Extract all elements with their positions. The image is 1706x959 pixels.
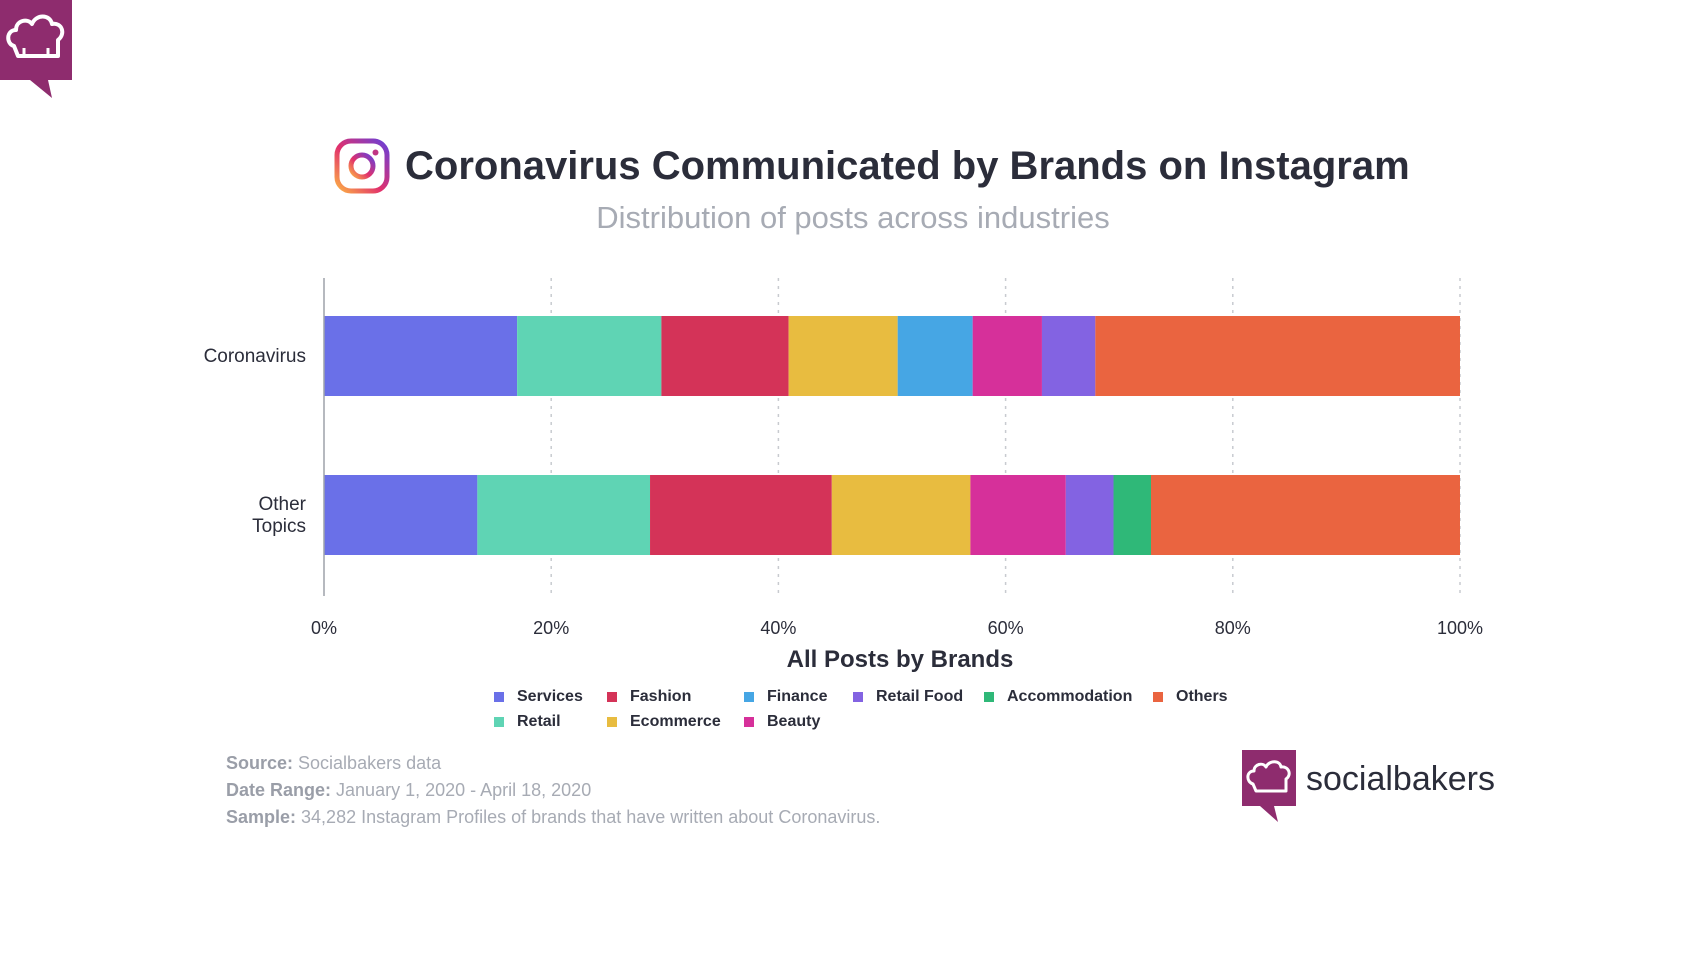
x-tick-label: 40% — [760, 618, 796, 638]
x-tick-label: 80% — [1215, 618, 1251, 638]
stacked-bar-chart: 0% 20% 40% 60% 80% 100% Coronavirus Other Topics — [204, 278, 1483, 638]
legend-label: Retail — [517, 713, 561, 730]
legend-item: Retail — [494, 713, 561, 731]
bar-segment — [1065, 475, 1114, 555]
legend-label: Others — [1176, 688, 1228, 705]
title-row: Coronavirus Communicated by Brands on In… — [334, 134, 1410, 198]
y-category-label: Coronavirus — [204, 346, 306, 367]
legend-swatch — [853, 692, 863, 702]
bar-segment — [831, 475, 971, 555]
legend-swatch — [744, 717, 754, 727]
chart-subtitle: Distribution of posts across industries — [596, 200, 1110, 235]
chart-notes: Source: Socialbakers data Date Range: Ja… — [226, 750, 880, 831]
chart-title: Coronavirus Communicated by Brands on In… — [405, 143, 1410, 188]
legend-swatch — [607, 692, 617, 702]
legend-swatch — [494, 717, 504, 727]
legend-label: Finance — [767, 688, 828, 705]
legend-label: Services — [517, 688, 583, 705]
bar-segment — [517, 316, 662, 396]
bar-segment — [788, 316, 898, 396]
bar-segment — [477, 475, 651, 555]
bar-segment — [1041, 316, 1096, 396]
legend-item: Accommodation — [984, 688, 1132, 706]
legend-label: Accommodation — [1007, 688, 1133, 705]
legend-swatch — [984, 692, 994, 702]
legend-swatch — [1153, 692, 1163, 702]
bar-segment — [661, 316, 789, 396]
bar-segment — [1095, 316, 1460, 396]
sample-note: Sample: 34,282 Instagram Profiles of bra… — [226, 807, 881, 827]
chef-hat-icon — [0, 0, 72, 98]
bar-segment — [970, 475, 1066, 555]
x-tick-label: 20% — [533, 618, 569, 638]
legend-item: Fashion — [607, 688, 691, 706]
legend-item: Services — [494, 688, 583, 706]
bar-segment — [650, 475, 832, 555]
bar-segment — [1151, 475, 1460, 555]
legend-label: Beauty — [767, 713, 821, 730]
brand-logo: socialbakers — [1242, 750, 1495, 822]
x-axis-title: All Posts by Brands — [786, 646, 1014, 673]
legend-label: Fashion — [630, 688, 692, 705]
source-note: Source: Socialbakers data — [226, 753, 442, 773]
legend-label: Retail Food — [876, 688, 964, 705]
chef-hat-icon — [1242, 750, 1296, 822]
legend-swatch — [607, 717, 617, 727]
x-tick-label: 100% — [1437, 618, 1483, 638]
instagram-icon — [334, 138, 390, 194]
legend-swatch — [494, 692, 504, 702]
bar-segment — [324, 475, 478, 555]
date-range-note: Date Range: January 1, 2020 - April 18, … — [226, 780, 592, 800]
y-category-label: Other Topics — [252, 494, 307, 537]
legend-item: Retail Food — [853, 688, 963, 706]
bar-segment — [897, 316, 973, 396]
legend-item: Ecommerce — [607, 713, 721, 731]
legend-item: Others — [1153, 688, 1228, 706]
legend-item: Finance — [744, 688, 827, 706]
legend-swatch — [744, 692, 754, 702]
bar-segment — [1113, 475, 1152, 555]
bar-segment — [972, 316, 1042, 396]
x-tick-label: 60% — [988, 618, 1024, 638]
x-tick-label: 0% — [311, 618, 337, 638]
legend-item: Beauty — [744, 713, 820, 731]
bar-segment — [324, 316, 518, 396]
brand-name: socialbakers — [1306, 759, 1495, 798]
legend-label: Ecommerce — [630, 713, 721, 730]
